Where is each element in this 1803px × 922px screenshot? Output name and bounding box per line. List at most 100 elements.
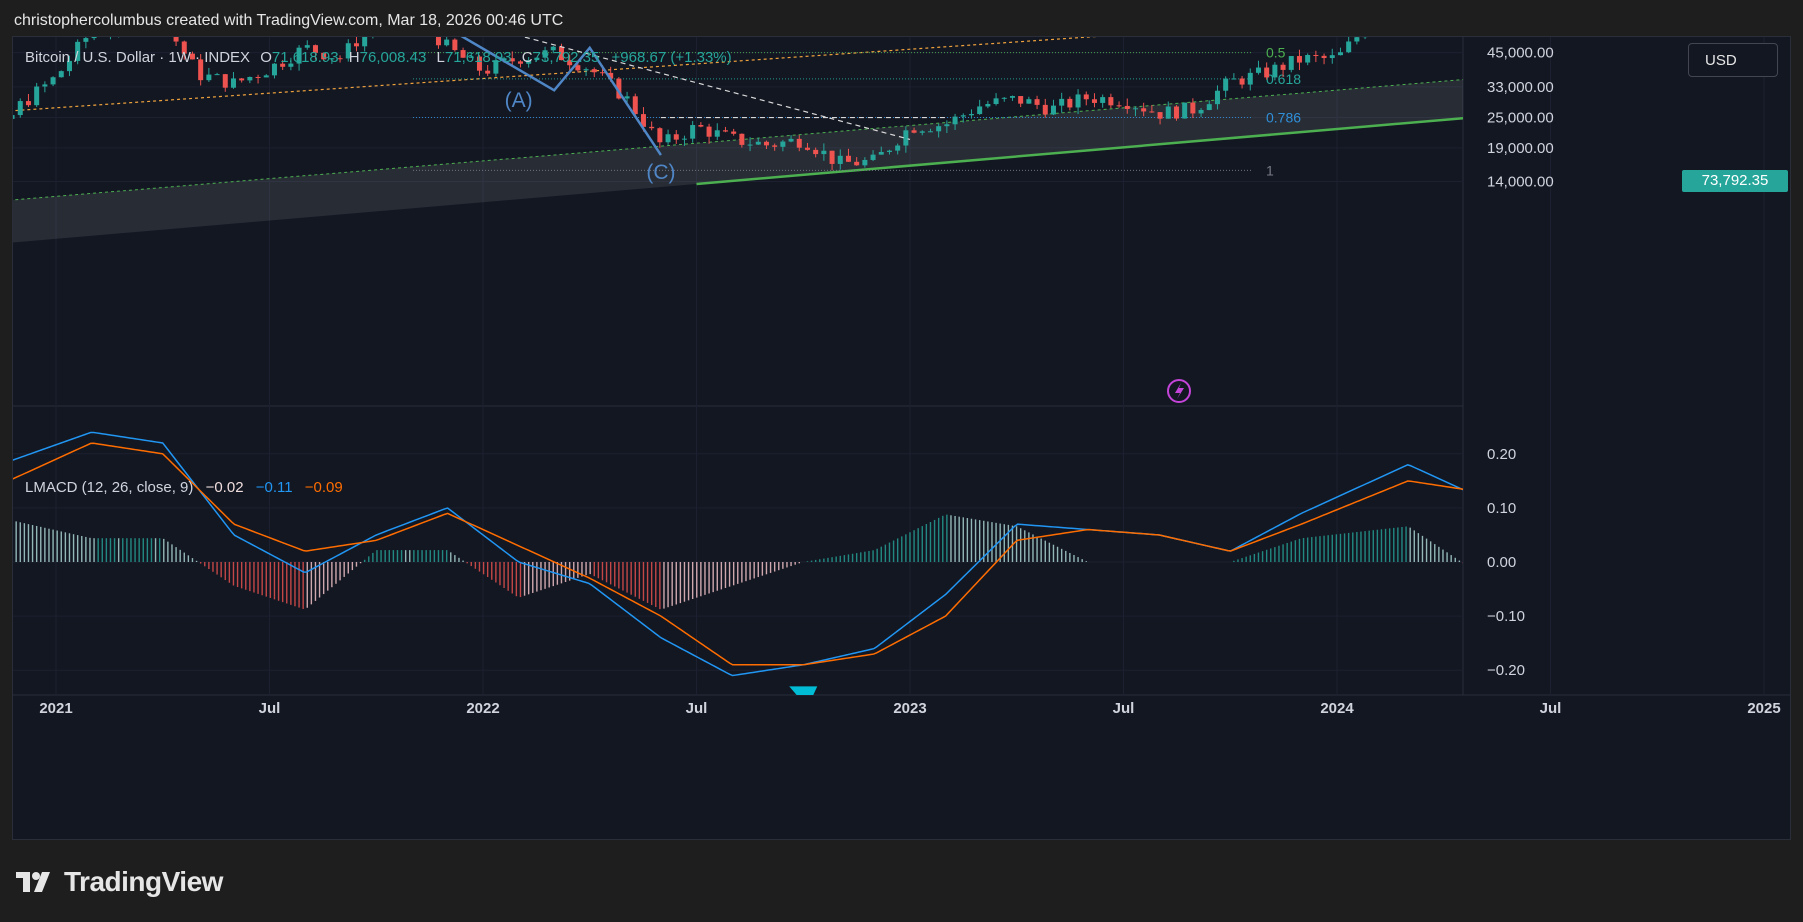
candle	[1206, 100, 1212, 111]
candle-body	[862, 159, 868, 166]
candle	[927, 128, 933, 133]
candle	[968, 109, 974, 119]
candle	[304, 40, 310, 50]
candle-body	[763, 141, 769, 146]
candle	[444, 37, 450, 47]
currency-button[interactable]: USD	[1688, 43, 1778, 77]
symbol-name[interactable]: Bitcoin / U.S. Dollar · 1W · INDEX	[25, 49, 251, 66]
candle	[534, 57, 540, 61]
x-tick-label: Jul	[1113, 700, 1135, 717]
candle-body	[25, 101, 31, 106]
candle	[345, 39, 351, 62]
candle-body	[1165, 106, 1171, 119]
candle	[34, 82, 40, 107]
candle	[1329, 48, 1335, 64]
alert-icon-bolt	[1175, 383, 1184, 399]
candle-body	[608, 72, 614, 79]
candle	[780, 139, 786, 152]
candle	[632, 93, 638, 117]
macd-histogram-value: −0.02	[205, 479, 244, 496]
candle-body	[755, 141, 761, 145]
candle-body	[468, 56, 474, 58]
candle-body	[222, 74, 228, 88]
candle	[763, 140, 769, 150]
brand-footer: TradingView	[16, 866, 223, 898]
candle-body	[321, 52, 327, 60]
candle-body	[854, 161, 860, 166]
x-tick-label: 2021	[39, 700, 72, 717]
candle	[214, 72, 220, 76]
macd-tick-label: −0.10	[1487, 608, 1525, 625]
candle	[1272, 62, 1278, 81]
candle	[977, 99, 983, 115]
candle	[296, 45, 302, 71]
candle-body	[1018, 96, 1024, 104]
candle	[173, 37, 179, 47]
candle-body	[895, 145, 901, 151]
candle-body	[1182, 102, 1188, 119]
candle	[1346, 37, 1352, 54]
candle	[1173, 105, 1179, 121]
candle	[1231, 73, 1237, 80]
open-value: 71,618.93	[271, 49, 339, 66]
candle	[255, 74, 261, 84]
candle-body	[13, 115, 15, 119]
candle	[690, 120, 696, 143]
candle	[591, 67, 597, 78]
channel-line-green-middle	[13, 79, 1463, 201]
candle-body	[1206, 104, 1212, 110]
candle	[353, 37, 359, 52]
candle-body	[632, 96, 638, 115]
candle	[755, 137, 761, 145]
candle-body	[50, 77, 56, 85]
macd-legend: LMACD (12, 26, close, 9) −0.02 −0.11 −0.…	[25, 479, 343, 496]
candle	[509, 51, 515, 66]
price-tick-label: 19,000.00	[1487, 140, 1554, 157]
x-tick-label: 2024	[1320, 700, 1354, 717]
candle	[895, 143, 901, 155]
candle	[1190, 98, 1196, 119]
price-tick-label: 45,000.00	[1487, 45, 1554, 62]
candle-body	[444, 39, 450, 46]
candle-body	[1321, 55, 1327, 59]
axes: 2021Jul2022Jul2023Jul2024Jul2025Jul2026J…	[39, 45, 1780, 717]
high-value: 76,008.43	[359, 49, 427, 66]
candle-body	[960, 115, 966, 117]
candle-body	[936, 126, 942, 132]
candle-body	[927, 131, 933, 133]
candle-body	[263, 75, 269, 78]
candle	[17, 98, 23, 118]
candle-body	[1272, 64, 1278, 78]
low-label: L	[436, 49, 445, 66]
candle	[83, 37, 89, 49]
candle-body	[985, 104, 991, 107]
candle	[1091, 93, 1097, 108]
candle-body	[1141, 108, 1147, 112]
candle	[796, 135, 802, 152]
candle-body	[870, 154, 876, 160]
macd-indicator-name[interactable]: LMACD (12, 26, close, 9)	[25, 479, 194, 496]
macd-signal-value: −0.09	[304, 479, 343, 496]
candle	[362, 37, 368, 52]
candle-body	[747, 144, 753, 146]
macd-pane	[13, 431, 1463, 695]
candle	[321, 52, 327, 61]
candle-body	[34, 86, 40, 106]
candle-body	[247, 76, 253, 81]
candle	[1165, 101, 1171, 119]
candle-body	[583, 69, 589, 71]
candle-body	[526, 60, 532, 64]
candle-body	[230, 78, 236, 88]
candle-body	[1264, 67, 1270, 78]
macd-tick-label: −0.20	[1487, 662, 1525, 679]
candle	[854, 157, 860, 166]
candle-body	[91, 37, 97, 39]
high-label: H	[348, 49, 360, 66]
candle	[731, 128, 737, 136]
signal-triangle-marker	[789, 686, 818, 695]
candle	[493, 55, 499, 77]
candle	[1255, 60, 1261, 75]
candle	[198, 54, 204, 86]
